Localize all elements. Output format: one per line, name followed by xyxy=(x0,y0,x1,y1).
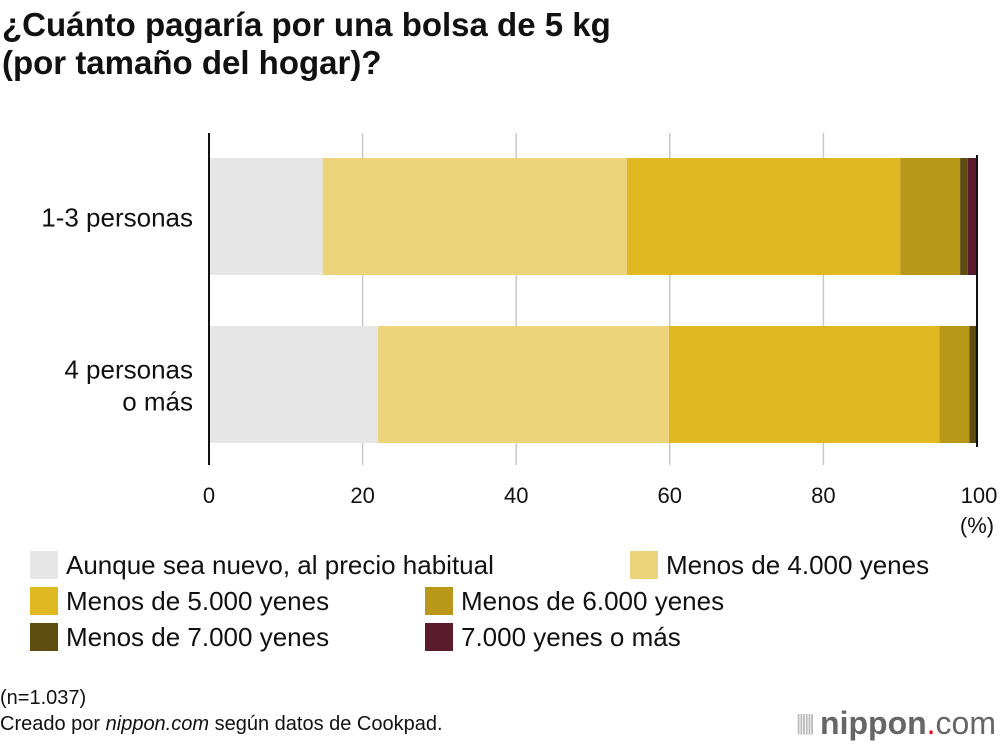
bar-segment xyxy=(626,158,901,275)
title-line-1: ¿Cuánto pagaría por una bolsa de 5 kg xyxy=(2,6,611,43)
bar-segment xyxy=(209,326,378,443)
legend-swatch xyxy=(425,587,453,616)
bar-segment xyxy=(377,326,670,443)
legend-item: 7.000 yenes o más xyxy=(425,622,681,652)
legend-item: Aunque sea nuevo, al precio habitual xyxy=(30,550,494,580)
logo-bars-icon: |||||| xyxy=(795,710,815,735)
x-tick-label: 100 xyxy=(961,483,998,508)
bar-segment xyxy=(967,158,977,275)
legend-item: Menos de 4.000 yenes xyxy=(630,550,929,580)
legend-item: Menos de 5.000 yenes xyxy=(30,586,329,616)
x-tick-label: 20 xyxy=(350,483,374,508)
bar-segment xyxy=(322,158,627,275)
legend-label: 7.000 yenes o más xyxy=(461,622,681,652)
x-tick-label: 40 xyxy=(504,483,528,508)
category-label: 4 personas xyxy=(64,355,193,385)
legend-item: Menos de 7.000 yenes xyxy=(30,622,329,652)
title-line-2: (por tamaño del hogar)? xyxy=(2,44,382,81)
source-credit: Creado por nippon.com según datos de Coo… xyxy=(0,713,443,735)
legend-label: Aunque sea nuevo, al precio habitual xyxy=(66,550,494,580)
category-label: o más xyxy=(122,387,193,417)
legend-label: Menos de 6.000 yenes xyxy=(461,586,725,616)
footer: (n=1.037) Creado por nippon.com según da… xyxy=(0,685,443,737)
legend-swatch xyxy=(425,623,453,652)
legend-swatch xyxy=(30,587,58,616)
x-tick-label: 60 xyxy=(658,483,682,508)
category-label: 1-3 personas xyxy=(41,203,193,233)
legend-swatch xyxy=(30,551,58,580)
nippon-logo: |||||| nippon.com xyxy=(795,705,996,741)
legend-label: Menos de 4.000 yenes xyxy=(666,550,930,580)
bar-segment xyxy=(669,326,940,443)
bar-segment xyxy=(969,326,976,443)
legend-swatch xyxy=(30,623,58,652)
legend-swatch xyxy=(630,551,658,580)
x-tick-label: 80 xyxy=(811,483,835,508)
chart-title: ¿Cuánto pagaría por una bolsa de 5 kg (p… xyxy=(2,6,992,82)
sample-size-note: (n=1.037) xyxy=(0,687,87,709)
bar-segment xyxy=(209,158,323,275)
x-unit-label: (%) xyxy=(960,513,994,538)
bar-segment xyxy=(900,158,961,275)
credit-site: nippon.com xyxy=(105,713,210,735)
legend-label: Menos de 5.000 yenes xyxy=(66,586,330,616)
bar-segment xyxy=(960,158,968,275)
bar-segment xyxy=(939,326,970,443)
legend-item: Menos de 6.000 yenes xyxy=(425,586,724,616)
x-tick-label: 0 xyxy=(203,483,215,508)
legend-label: Menos de 7.000 yenes xyxy=(66,622,330,652)
